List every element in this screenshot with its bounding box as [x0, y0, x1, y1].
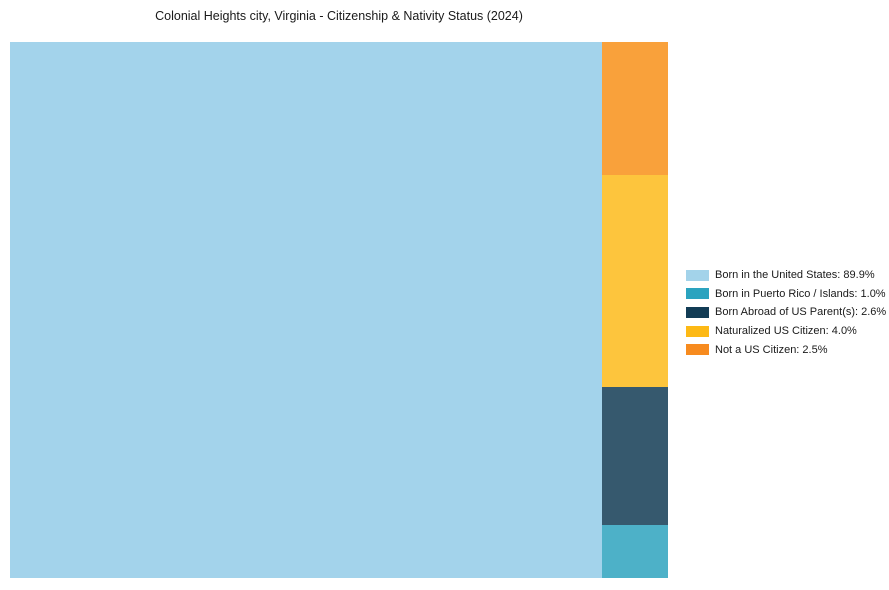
legend: Born in the United States: 89.9% Born in … [686, 266, 886, 359]
treemap-tile-born-in-the-united-states [10, 42, 602, 578]
legend-label: Naturalized US Citizen: 4.0% [715, 325, 857, 338]
treemap-plot [10, 42, 668, 578]
legend-label: Born in Puerto Rico / Islands: 1.0% [715, 287, 886, 300]
legend-swatch-naturalized-us-citizen [686, 325, 709, 337]
legend-item-born-abroad-of-us-parent-s: Born Abroad of US Parent(s): 2.6% [686, 303, 886, 322]
treemap-tile-born-abroad-of-us-parent-s [601, 386, 668, 525]
legend-label: Not a US Citizen: 2.5% [715, 343, 828, 356]
legend-item-born-in-the-united-states: Born in the United States: 89.9% [686, 266, 886, 285]
treemap-tile-born-in-puerto-rico-islands [601, 524, 668, 578]
legend-item-not-a-us-citizen: Not a US Citizen: 2.5% [686, 340, 886, 359]
legend-item-born-in-puerto-rico-islands: Born in Puerto Rico / Islands: 1.0% [686, 285, 886, 304]
legend-swatch-born-abroad-of-us-parent-s [686, 306, 709, 318]
legend-swatch-born-in-puerto-rico-islands [686, 288, 709, 300]
chart-title: Colonial Heights city, Virginia - Citize… [155, 9, 523, 23]
legend-label: Born Abroad of US Parent(s): 2.6% [715, 306, 887, 319]
legend-item-naturalized-us-citizen: Naturalized US Citizen: 4.0% [686, 322, 886, 341]
legend-swatch-born-in-the-united-states [686, 269, 709, 281]
treemap-tile-naturalized-us-citizen [601, 174, 668, 387]
treemap-tile-not-a-us-citizen [601, 42, 668, 175]
legend-swatch-not-a-us-citizen [686, 344, 709, 356]
legend-label: Born in the United States: 89.9% [715, 269, 875, 282]
